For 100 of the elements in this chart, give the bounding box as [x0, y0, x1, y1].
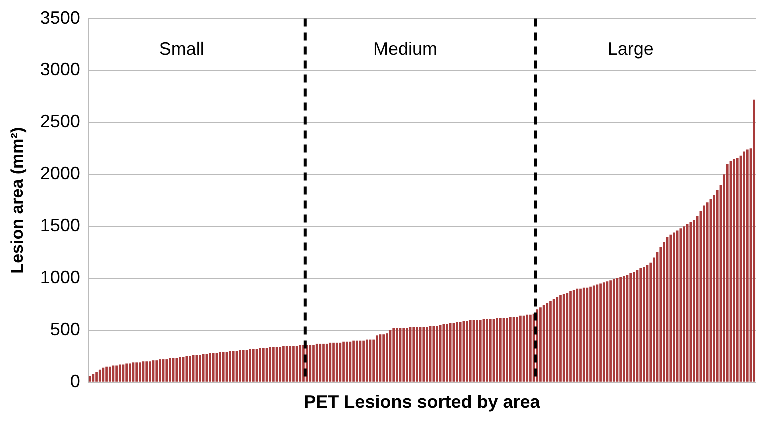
bar [582, 288, 586, 382]
bar [570, 290, 572, 382]
bar [116, 366, 118, 382]
bar [546, 303, 549, 382]
bar [176, 358, 178, 382]
bar [108, 366, 112, 382]
bar [442, 324, 446, 382]
bar [560, 295, 562, 382]
bar [186, 356, 188, 382]
bar [322, 344, 325, 382]
y-tick-label: 1000 [40, 267, 80, 288]
bar [520, 316, 522, 382]
bar [736, 158, 739, 382]
bar [416, 327, 418, 382]
bar [299, 345, 302, 382]
bar [242, 350, 245, 382]
bar [106, 366, 108, 382]
annotation: Large [608, 38, 654, 59]
bar [432, 326, 436, 382]
bar [336, 342, 338, 382]
bar [396, 328, 398, 382]
bar [436, 326, 438, 382]
bar [309, 345, 312, 382]
bar [376, 336, 378, 382]
bar [426, 327, 428, 382]
bar [232, 351, 235, 382]
bar [139, 362, 142, 382]
bar [229, 351, 232, 382]
bar [726, 164, 729, 382]
bar [572, 290, 576, 382]
bar [199, 355, 202, 382]
bar [96, 372, 98, 382]
bar [476, 320, 478, 382]
bar [292, 346, 295, 382]
bar [202, 354, 205, 382]
bar [269, 347, 272, 382]
bar [550, 301, 552, 382]
y-tick-label: 0 [70, 371, 80, 392]
annotation: Small [159, 38, 204, 59]
bar [366, 340, 368, 382]
bar [489, 319, 492, 382]
bar [456, 322, 458, 382]
bar [372, 340, 375, 382]
bar [690, 222, 692, 382]
bar [262, 348, 265, 382]
bar [136, 362, 138, 382]
bar [146, 362, 148, 382]
bar [352, 340, 355, 382]
bar [612, 280, 616, 382]
bar [486, 319, 488, 382]
bar [693, 220, 696, 382]
bar [753, 100, 756, 382]
bar [189, 356, 192, 382]
bar [746, 150, 749, 382]
bar [733, 159, 736, 382]
bar [703, 206, 706, 382]
bar [556, 297, 559, 382]
bar [610, 280, 612, 382]
y-tick-label: 500 [50, 319, 80, 340]
bar [118, 364, 122, 382]
y-tick-label: 3000 [40, 60, 80, 80]
bar [169, 358, 172, 382]
bar [149, 362, 152, 382]
bar [249, 349, 252, 382]
bar [580, 288, 582, 382]
bar [239, 350, 242, 382]
bar [272, 347, 275, 382]
bar [566, 293, 569, 382]
bar [526, 314, 529, 382]
bar [540, 308, 542, 382]
bar [630, 273, 632, 382]
bar [128, 364, 132, 382]
bar [469, 320, 472, 382]
bar [506, 318, 509, 382]
bar [600, 284, 602, 382]
bar [449, 323, 452, 382]
bar [743, 152, 746, 382]
bar [446, 324, 448, 382]
bar [622, 276, 626, 382]
y-tick-label: 2500 [40, 112, 80, 132]
bar [670, 234, 672, 382]
bar [706, 202, 709, 382]
bar [602, 282, 606, 382]
bar [126, 364, 128, 382]
bar [530, 314, 532, 382]
bar [346, 342, 348, 382]
bar [412, 327, 416, 382]
bar [179, 357, 182, 382]
bar [332, 342, 335, 382]
bar [98, 370, 102, 382]
bar [219, 352, 222, 382]
bar [362, 340, 365, 382]
bar [392, 328, 396, 382]
bar [496, 318, 498, 382]
bar [590, 286, 592, 382]
bar [683, 226, 686, 382]
bar [386, 334, 388, 382]
bar [252, 349, 255, 382]
bar [209, 353, 212, 382]
bar [312, 345, 315, 382]
